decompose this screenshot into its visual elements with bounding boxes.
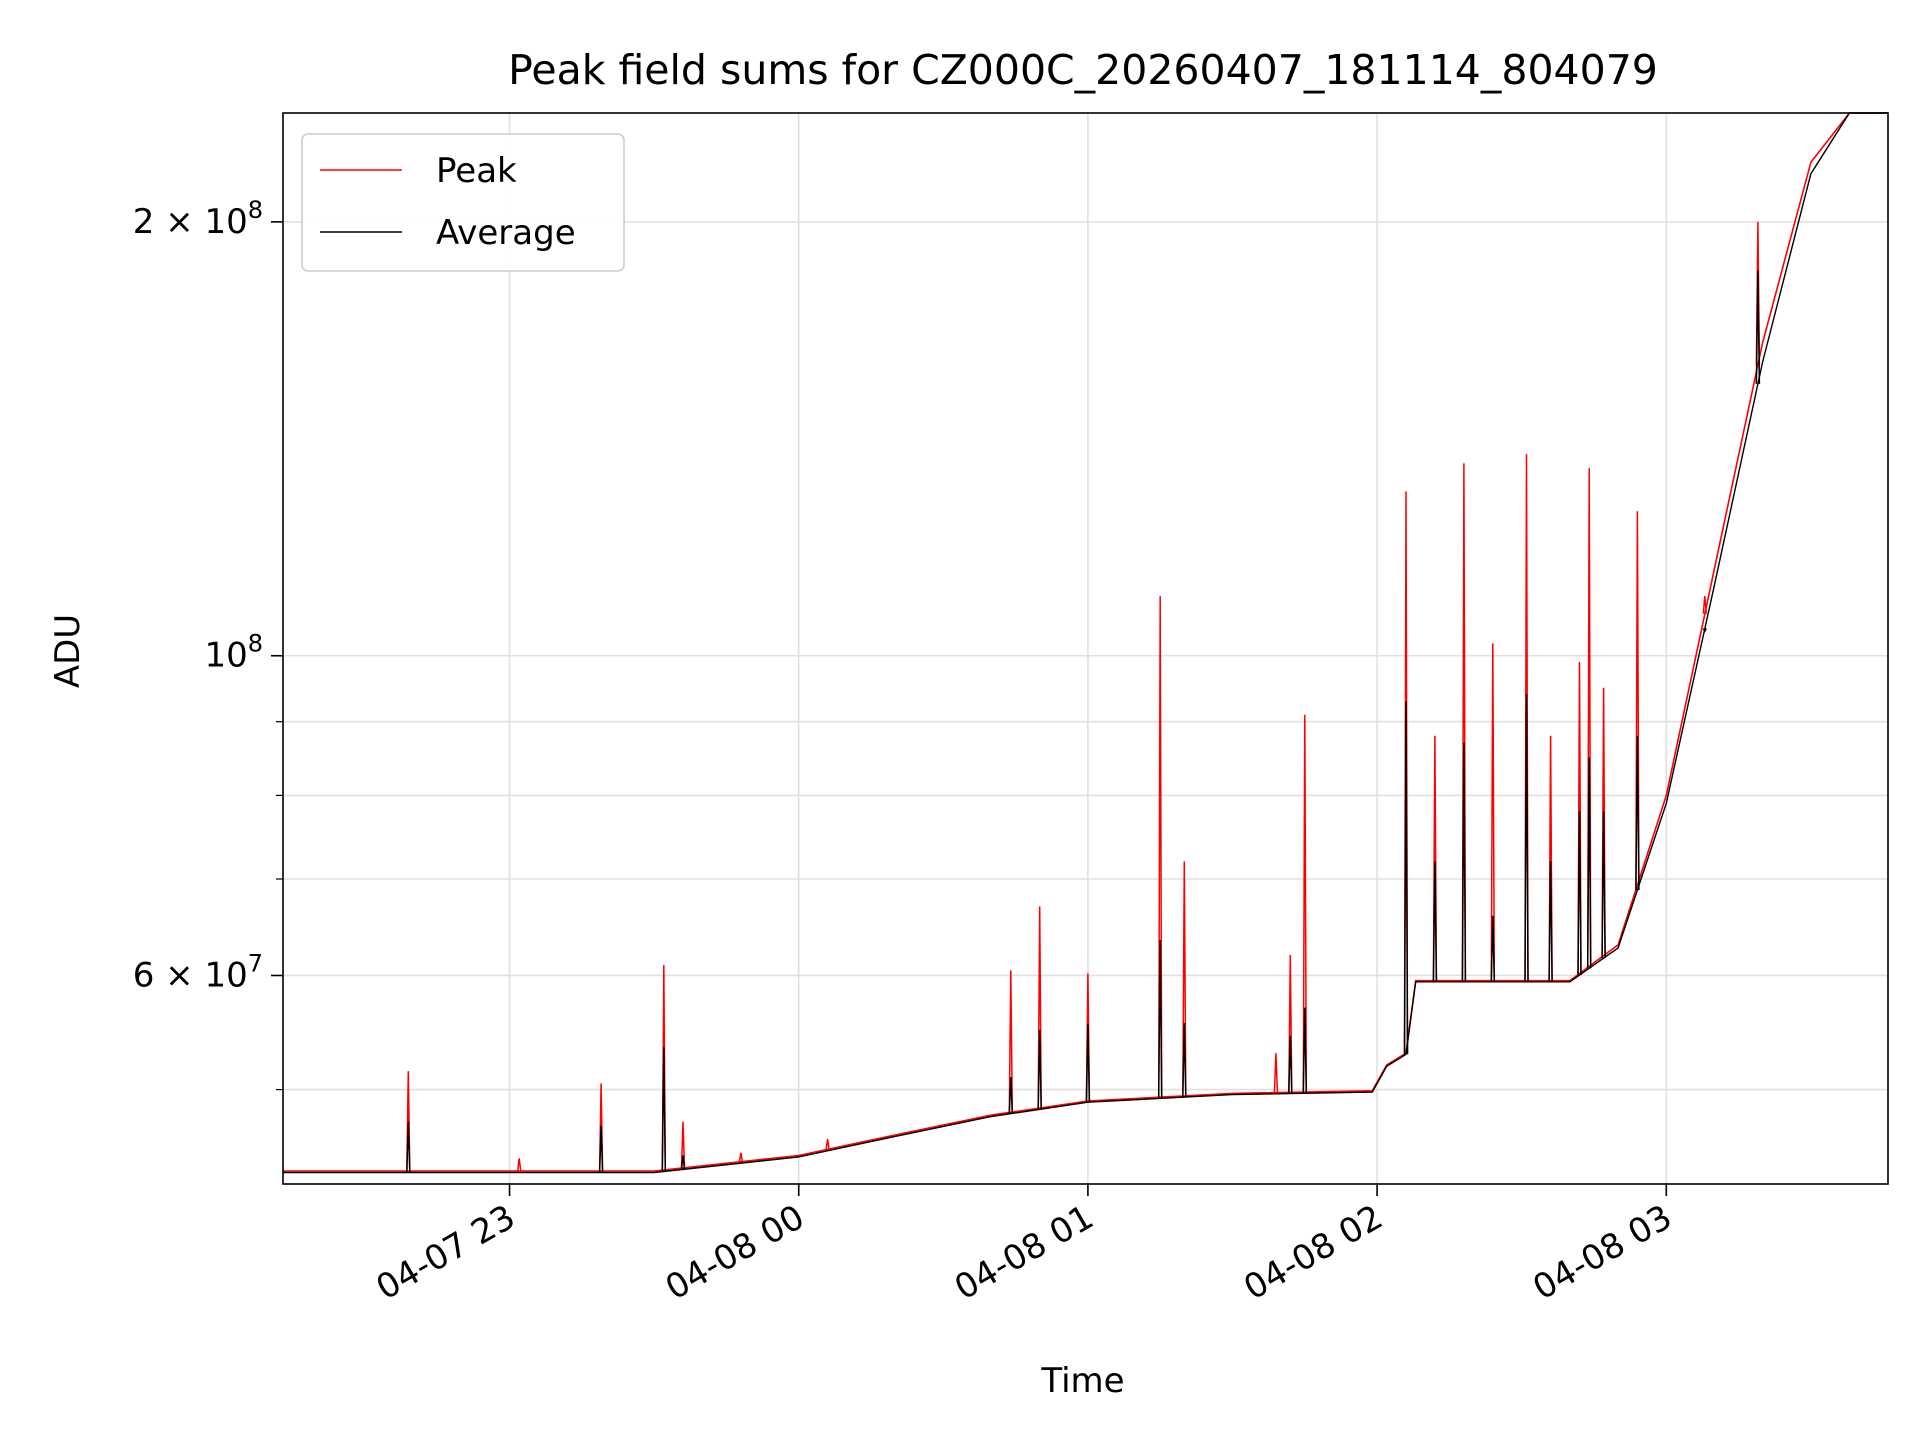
average-spike — [1635, 735, 1640, 891]
peak-spike — [1635, 511, 1640, 886]
average-spike — [406, 1121, 411, 1173]
average-spike — [1157, 939, 1163, 1099]
y-tick-label: 6 × 107 — [133, 949, 263, 995]
average-spike — [1524, 694, 1529, 982]
y-axis-label: ADU — [48, 614, 88, 688]
average-spike — [1702, 628, 1707, 633]
average-spike — [1182, 1023, 1187, 1098]
peak-spike — [1008, 970, 1014, 1113]
average-spike — [1085, 1024, 1091, 1103]
average-spike — [1755, 270, 1761, 384]
average-spike — [1008, 1077, 1014, 1114]
peak-spike — [1702, 596, 1708, 614]
average-spike — [1432, 861, 1438, 982]
average-spike — [1461, 742, 1467, 982]
peak-spike — [738, 1152, 744, 1162]
grid-layer — [283, 113, 1888, 1184]
y-tick-label: 108 — [204, 630, 263, 676]
peak-spike — [1182, 861, 1187, 1096]
legend-box — [301, 133, 625, 272]
peak-spike — [680, 1121, 686, 1168]
y-tick-label: 2 × 108 — [133, 196, 263, 242]
peak-spike — [1037, 906, 1042, 1109]
peak-spike — [1157, 596, 1163, 1098]
average-spike — [1577, 811, 1582, 976]
peak-spike — [1302, 714, 1308, 1093]
legend-label-peak: Peak — [436, 151, 517, 191]
average-spike — [1586, 757, 1592, 969]
average-line — [283, 112, 1888, 1174]
legend: Peak Average — [301, 133, 625, 272]
legend-label-average: Average — [436, 213, 576, 253]
series-layer — [283, 112, 1888, 1174]
peak-spike — [825, 1138, 830, 1150]
average-spike — [661, 1047, 667, 1172]
peak-spike — [516, 1158, 522, 1172]
average-series — [283, 112, 1888, 1174]
chart-title: Peak field sums for CZ000C_20260407_1811… — [508, 46, 1658, 94]
average-spike — [1037, 1029, 1042, 1110]
x-axis-label: Time — [1040, 1361, 1124, 1401]
average-spike — [1288, 1035, 1293, 1094]
average-spike — [598, 1125, 604, 1173]
average-spike — [1490, 915, 1496, 982]
peak-spike — [1273, 1053, 1279, 1093]
average-spike — [1302, 1007, 1308, 1094]
peak-spike — [1490, 643, 1496, 981]
average-spike — [1601, 811, 1606, 959]
plot-frame — [282, 112, 1889, 1185]
average-spike — [1403, 701, 1409, 1055]
average-spike — [1548, 861, 1553, 982]
average-spike — [680, 1155, 686, 1170]
